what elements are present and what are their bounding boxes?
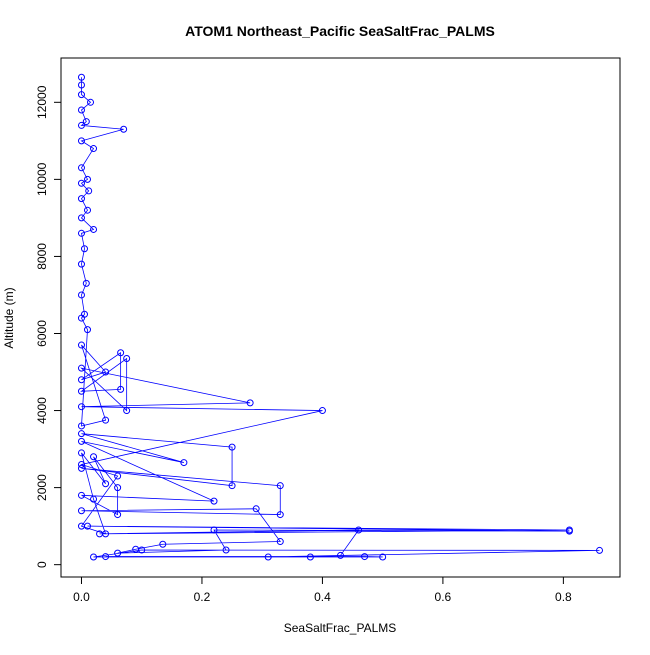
data-point [77,376,85,384]
data-point [77,164,85,172]
data-point [84,326,92,334]
data-point [77,507,85,515]
data-point [355,526,363,534]
data-point [84,175,92,183]
data-point [77,460,85,468]
x-tick-label: 0.2 [194,590,211,604]
data-point [77,91,85,99]
data-point [120,125,128,133]
data-point [102,368,110,376]
y-tick-label: 4000 [35,397,49,424]
data-point [80,310,88,318]
data-point [132,545,140,553]
data-point [276,538,284,546]
data-point [102,530,110,538]
data-point [114,549,122,557]
data-point [77,422,85,430]
data-point [379,553,387,561]
data-point [77,214,85,222]
x-tick-label: 0.4 [314,590,331,604]
chart-title: ATOM1 Northeast_Pacific SeaSaltFrac_PALM… [185,23,495,39]
data-point [77,464,85,472]
data-point [87,98,95,106]
data-point [77,106,85,114]
data-point [77,403,85,411]
data-point [82,279,90,287]
data-point [114,472,122,480]
data-point [77,291,85,299]
data-point [77,449,85,457]
data-point [77,387,85,395]
data-point [210,497,218,505]
data-point [117,349,125,357]
plot-frame [60,57,621,578]
data-point [222,546,230,554]
data-point [77,341,85,349]
data-point [84,206,92,214]
data-point [276,511,284,519]
data-point [117,385,125,393]
data-point [210,526,218,534]
data-point [123,355,131,363]
data-point [228,482,236,490]
x-tick-label: 0.6 [435,590,452,604]
data-point [102,553,110,561]
data-point [180,459,188,467]
data-point [77,430,85,438]
data-point [77,522,85,530]
y-tick-label: 8000 [35,243,49,270]
x-axis-label: SeaSaltFrac_PALMS [284,621,397,635]
y-tick-label: 12000 [35,85,49,119]
data-point [82,118,90,126]
data-point [77,81,85,89]
data-point [276,482,284,490]
data-point [252,505,260,513]
data-point [77,229,85,237]
data-point [77,491,85,499]
data-point [77,179,85,187]
data-point [77,73,85,81]
data-point [90,495,98,503]
data-point [318,407,326,415]
data-point [596,546,604,554]
data-point [361,553,369,561]
data-point [90,145,98,153]
data-point [90,553,98,561]
y-tick-label: 6000 [35,320,49,347]
data-point [306,553,314,561]
data-point [77,137,85,145]
data-point [77,260,85,268]
data-line [79,77,600,558]
data-point [337,551,344,559]
data-point [85,187,93,195]
data-point [77,364,85,372]
data-point [77,195,85,203]
data-point [246,399,254,407]
data-point [90,225,98,233]
y-tick-label: 2000 [35,474,49,501]
data-point [123,407,131,415]
y-tick-label: 0 [35,561,49,568]
data-point [159,540,167,548]
data-point [264,553,272,561]
x-tick-label: 0.0 [73,590,90,604]
data-point [114,511,122,519]
y-tick-label: 10000 [35,162,49,196]
data-point [80,245,88,253]
x-tick-label: 0.8 [555,590,572,604]
y-axis-label: Altitude (m) [2,287,16,348]
data-point [77,121,85,129]
data-point [114,484,122,492]
data-point [102,480,110,488]
data-point [228,443,236,451]
data-point [77,437,85,445]
data-point [90,453,98,461]
data-point [102,416,110,424]
data-point [565,527,573,535]
